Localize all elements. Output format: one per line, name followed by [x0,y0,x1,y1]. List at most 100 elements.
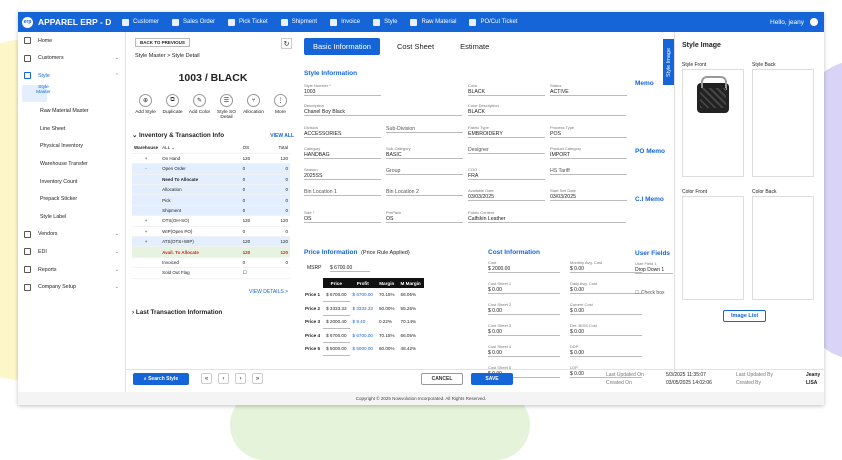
form-field[interactable]: Division ACCESSORIES [304,125,381,138]
form-field[interactable]: Description Chanel Boy Black [304,103,462,116]
field-value[interactable]: 03/03/2025 [468,193,545,201]
nav-item-shipment[interactable]: Shipment [280,18,317,26]
field-value[interactable]: Calfskin Leather [468,215,626,223]
field-value[interactable]: Designer [468,146,545,154]
field-value[interactable]: BLACK [468,88,545,96]
sidebar-item-home[interactable]: Home [18,32,125,50]
price-cell[interactable]: $ 6700.00 [323,288,350,302]
color-back-image[interactable] [752,196,814,300]
field-value[interactable]: 03/03/2025 [550,193,627,201]
view-details-link[interactable]: VIEW DETAILS > [249,288,288,295]
action-style-so-detail[interactable]: ☰ Style SO Detail [214,94,239,120]
nav-item-raw-material[interactable]: Raw Material [410,18,456,26]
tab-basic-information[interactable]: Basic Information [304,38,380,55]
cost-field[interactable]: Current Cost $ 0.00 [570,302,642,315]
form-field[interactable]: Group [386,167,463,175]
sidebar-item-vendors[interactable]: Vendors ⌄ [18,226,125,244]
field-value[interactable]: $ 0.00 [570,349,642,357]
form-field[interactable]: Available Date 03/03/2025 [468,188,545,201]
form-field[interactable]: Bin Location 1 [304,188,381,196]
action-more[interactable]: ⋮ More [268,94,293,120]
last-transaction-title[interactable]: Last Transaction Information [135,308,223,316]
form-field[interactable]: Product Category IMPORT [550,146,627,159]
action-allocation[interactable]: ⑂ Allocation [241,94,266,120]
nav-item-sales-order[interactable]: Sales Order [172,18,215,26]
row-toggle[interactable]: + [132,236,161,248]
checkbox[interactable]: ☐ Check box [635,290,665,296]
app-logo[interactable]: erp APPAREL ERP - D [22,16,112,28]
field-value[interactable]: $ 2000.00 [488,265,560,273]
prev-page-button[interactable]: ‹ [218,373,229,384]
field-value[interactable]: ACCESSORIES [304,130,381,138]
form-field[interactable]: Bin Location 2 [386,188,463,196]
cancel-button[interactable]: CANCEL [421,373,463,385]
avatar-icon[interactable] [810,18,818,26]
form-field[interactable]: Size * OS [304,210,381,223]
field-value[interactable]: OS [304,215,381,223]
cost-field[interactable]: LDP $ 0.00 [570,365,642,378]
last-page-button[interactable]: » [252,373,263,384]
user-greeting[interactable]: Hello, jeany [770,18,804,26]
next-page-button[interactable]: › [235,373,246,384]
sidebar-item-physical-inventory[interactable]: Physical Inventory [40,143,83,150]
cost-field[interactable]: Daily Avg. Cost $ 0.00 [570,281,642,294]
field-value[interactable]: POS [550,130,627,138]
user-field-1-select[interactable]: Drop Down 1 [635,267,673,274]
sidebar-item-warehouse-transfer[interactable]: Warehouse Transfer [40,160,88,167]
row-toggle[interactable]: + [132,226,161,238]
warehouse-select[interactable]: ALL ⌄ [160,143,241,154]
sidebar-item-line-sheet[interactable]: Line Sheet [40,125,66,132]
field-value[interactable]: $ 0.00 [570,265,642,273]
form-field[interactable]: Fabric Type EMBROIDERY [468,125,545,138]
field-value[interactable]: ACTIVE [550,88,627,96]
sidebar-item-style[interactable]: Style ⌃ [18,67,125,85]
field-value[interactable]: OS [386,215,463,223]
price-cell[interactable]: $ 5000.00 [323,342,350,356]
color-front-image[interactable] [682,196,744,300]
expand-icon[interactable]: › [132,308,136,316]
tab-estimate[interactable]: Estimate [460,42,490,51]
field-value[interactable]: Sub-Division [386,125,463,133]
field-value[interactable]: HS Tariff [550,167,627,175]
sold-out-checkbox[interactable]: ☐ [242,269,247,275]
style-front-image[interactable] [682,69,744,177]
sidebar-item-style-label[interactable]: Style Label [40,213,67,220]
action-add-style[interactable]: ⊕ Add Style [133,94,158,120]
field-value[interactable]: HANDBAG [304,151,381,159]
first-page-button[interactable]: « [201,373,212,384]
row-toggle[interactable]: + [132,215,161,227]
refresh-icon[interactable]: ↻ [281,38,292,49]
form-field[interactable]: Start Sell Date 03/03/2025 [550,188,627,201]
sidebar-item-raw-material-master[interactable]: Raw Material Master [40,108,89,115]
field-value[interactable]: $ 0.00 [570,370,642,378]
field-value[interactable]: IMPORT [550,151,627,159]
sidebar-item-prepack-sticker[interactable]: Prepack Sticker [40,196,78,203]
cost-field[interactable]: Cost Sheet 3 $ 0.00 [488,323,560,336]
form-field[interactable]: PrePack OS [386,210,463,223]
cost-field[interactable]: Cost Sheet 1 $ 0.00 [488,281,560,294]
field-value[interactable]: 1003 [304,88,381,96]
nav-item-pick-ticket[interactable]: Pick Ticket [228,18,268,26]
sidebar-item-customers[interactable]: Customers ⌄ [18,50,125,68]
field-value[interactable]: $ 0.00 [488,286,560,294]
sidebar-item-edi[interactable]: EDI ⌄ [18,243,125,261]
field-value[interactable]: BASIC [386,151,463,159]
field-value[interactable]: $ 0.00 [570,307,642,315]
form-field[interactable]: Sub-Division [386,125,463,133]
back-button[interactable]: BACK TO PREVIOUS [135,38,190,47]
form-field[interactable]: Status ACTIVE [550,83,627,96]
action-add-color[interactable]: ✎ Add Color [187,94,212,120]
tab-cost-sheet[interactable]: Cost Sheet [396,42,435,51]
msrp-input[interactable]: $ 6700.00 [330,265,370,272]
field-value[interactable]: $ 0.00 [488,349,560,357]
form-field[interactable]: Color Description BLACK [468,103,626,116]
field-value[interactable]: $ 0.00 [488,307,560,315]
field-value[interactable]: 2025SS [304,172,381,180]
field-value[interactable]: Bin Location 1 [304,188,381,196]
sidebar-item-style-master[interactable]: Style Master [22,84,51,103]
sidebar-item-inventory-count[interactable]: Inventory Count [40,178,78,185]
field-value[interactable]: $ 0.00 [488,328,560,336]
cost-field[interactable]: Def. BOM Cost $ 0.00 [570,323,642,336]
nav-item-style[interactable]: Style [373,18,397,26]
image-list-button[interactable]: Image List [723,310,767,322]
